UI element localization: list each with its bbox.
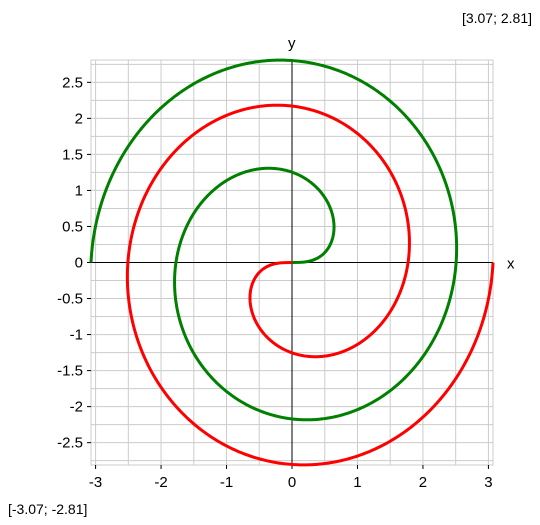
y-tick-label: 1 [75, 182, 83, 199]
y-tick-label: -0.5 [57, 291, 83, 308]
y-tick-label: -1 [70, 327, 83, 344]
corner-min-label: [-3.07; -2.81] [8, 501, 88, 517]
x-tick-label: 3 [484, 474, 492, 491]
y-tick-label: -2 [70, 399, 83, 416]
series-green-spiral [89, 58, 459, 422]
y-tick-label: -1.5 [57, 363, 83, 380]
corner-max-label: [3.07; 2.81] [461, 10, 532, 26]
y-tick-label: 2 [75, 110, 83, 127]
x-axis-label: x [507, 256, 515, 273]
y-tick-label: 2.5 [62, 74, 83, 91]
x-tick-label: -1 [220, 474, 233, 491]
x-tick-label: 1 [353, 474, 361, 491]
x-tick-label: -2 [154, 474, 167, 491]
x-tick-label: 2 [419, 474, 427, 491]
x-tick-label: -3 [89, 474, 102, 491]
y-tick-label: -2.5 [57, 435, 83, 452]
series-red-spiral [125, 103, 495, 467]
y-tick-label: 0 [75, 255, 83, 272]
y-tick-label: 1.5 [62, 146, 83, 163]
series [89, 58, 495, 467]
tick-labels: -3 -2 -1 0 1 2 3 -2.5 -2 -1.5 -1 -0.5 0 0.5 1 1.5 2 2.5 [57, 74, 492, 491]
y-tick-label: 0.5 [62, 218, 83, 235]
y-axis-label: y [288, 35, 296, 52]
x-tick-label: 0 [288, 474, 296, 491]
